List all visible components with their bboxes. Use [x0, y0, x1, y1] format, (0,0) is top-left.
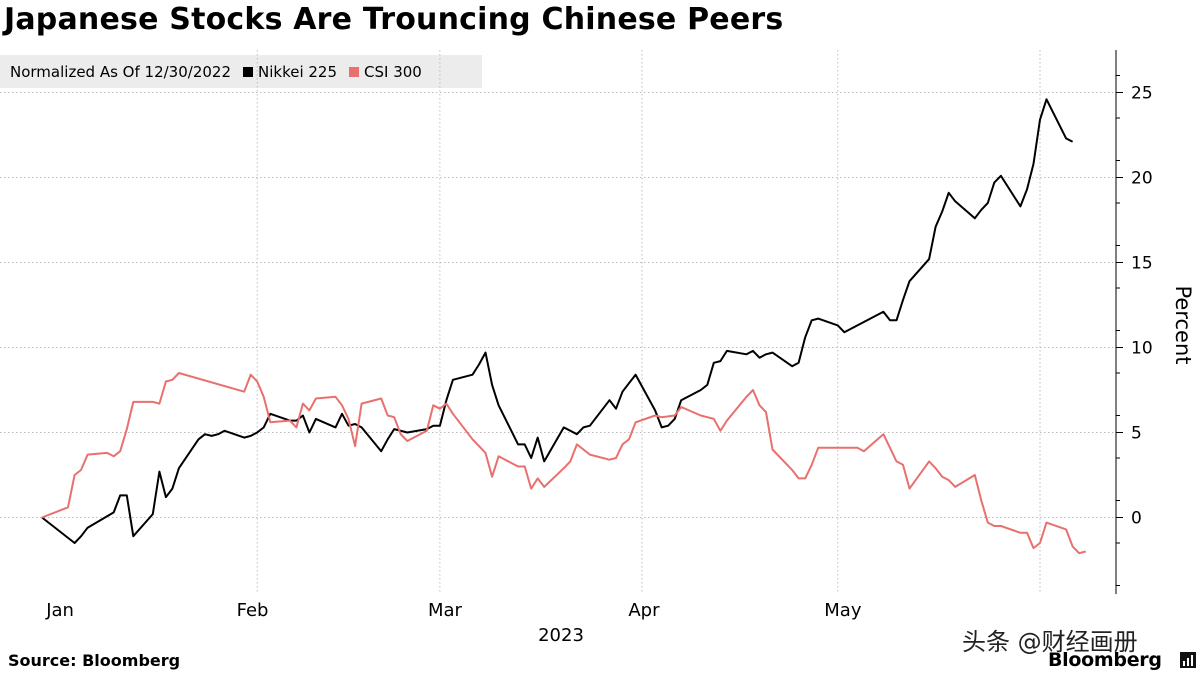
legend: Normalized As Of 12/30/2022 Nikkei 225 C… [0, 55, 482, 88]
series-line-1 [41, 372, 1086, 555]
y-tick-label: 25 [1131, 84, 1153, 104]
y-tick-label: 10 [1131, 339, 1153, 359]
y-axis-label: Percent [1171, 285, 1195, 364]
source-note: Source: Bloomberg [8, 651, 181, 670]
bloomberg-logo: Bloomberg [1048, 649, 1162, 671]
x-tick-label-mar: Mar [428, 600, 463, 621]
legend-item-csi: CSI 300 [349, 63, 422, 81]
series-line-0 [41, 98, 1074, 544]
y-tick-label: 20 [1131, 169, 1153, 189]
y-tick-label: 15 [1131, 254, 1153, 274]
axes: 0 5 10 15 20 25 Jan Feb Mar Apr May [45, 50, 1153, 621]
legend-swatch-csi [349, 66, 360, 77]
grid [0, 50, 1116, 594]
legend-item-nikkei: Nikkei 225 [243, 63, 337, 81]
series-lines [41, 98, 1086, 555]
x-tick-label-jan: Jan [45, 600, 74, 621]
x-tick-label-feb: Feb [237, 600, 269, 621]
x-year-label: 2023 [538, 625, 584, 646]
legend-label-nikkei: Nikkei 225 [258, 62, 338, 81]
bloomberg-chart-icon [1180, 652, 1196, 668]
legend-swatch-nikkei [243, 66, 253, 77]
chart-title: Japanese Stocks Are Trouncing Chinese Pe… [4, 2, 784, 37]
legend-label-csi: CSI 300 [364, 62, 422, 81]
y-tick-label: 0 [1131, 509, 1142, 529]
watermark-text: 头条 @财经画册 [962, 628, 1138, 656]
y-tick-label: 5 [1131, 424, 1142, 444]
legend-note: Normalized As Of 12/30/2022 [10, 62, 231, 81]
x-tick-label-apr: Apr [628, 600, 660, 621]
x-tick-label-may: May [824, 600, 862, 621]
